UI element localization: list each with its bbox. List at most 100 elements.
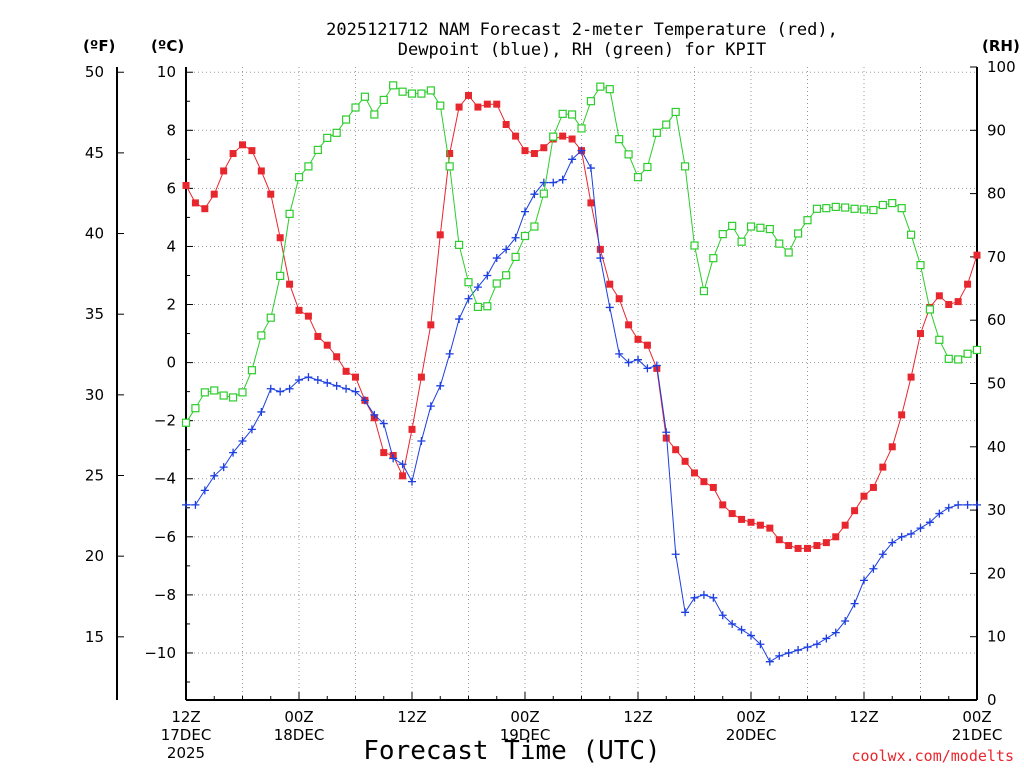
rh-point — [831, 202, 840, 211]
celsius-tick-label: 6 — [166, 179, 176, 197]
rh-point — [897, 204, 906, 213]
temperature-point — [493, 100, 501, 108]
temperature-point — [276, 234, 284, 242]
fahrenheit-tick-label: 35 — [85, 305, 104, 323]
dewpoint-point — [229, 448, 238, 457]
dewpoint-point — [765, 657, 774, 666]
rh-point — [445, 162, 454, 171]
rh-point — [709, 254, 718, 263]
temperature-point — [257, 167, 265, 175]
dewpoint-point — [737, 625, 746, 634]
fahrenheit-tick-label: 50 — [85, 63, 104, 81]
dewpoint-point — [247, 425, 256, 434]
temperature-point — [483, 100, 491, 108]
temperature-point — [766, 524, 774, 532]
dewpoint-point — [304, 373, 313, 382]
dewpoint-point — [238, 436, 247, 445]
rh-point — [285, 209, 294, 218]
dewpoint-point — [888, 538, 897, 547]
dewpoint-point — [266, 384, 275, 393]
rh-point — [294, 173, 304, 182]
dewpoint-point — [794, 646, 803, 655]
temperature-point — [634, 335, 642, 343]
temperature-point — [785, 542, 793, 550]
dewpoint-point — [812, 640, 821, 649]
temperature-point — [201, 205, 209, 213]
rh-tick-label: 90 — [987, 121, 1006, 139]
fahrenheit-unit-label: (ºF) — [83, 37, 115, 55]
temperature-point — [898, 411, 906, 419]
temperature-point — [719, 501, 727, 509]
rh-point — [436, 101, 445, 110]
x-tick-label: 18DEC — [274, 726, 325, 744]
rh-point — [869, 205, 878, 215]
temperature-point — [917, 330, 924, 338]
temperature-point — [267, 190, 275, 198]
rh-point — [775, 239, 784, 248]
temperature-point — [945, 301, 953, 309]
rh-point — [181, 418, 191, 427]
dewpoint-point — [313, 376, 322, 385]
x-tick-label: 20DEC — [726, 726, 777, 744]
rh-point — [812, 204, 822, 213]
series-temperature — [182, 91, 981, 552]
temperature-point — [521, 147, 529, 155]
rh-point — [878, 200, 887, 210]
temperature-point — [700, 478, 708, 486]
rh-point — [728, 221, 737, 230]
dewpoint-point — [502, 245, 511, 254]
temperature-point — [869, 483, 877, 491]
dewpoint-point — [662, 428, 671, 437]
rh-tick-label: 0 — [987, 691, 997, 709]
rh-point — [803, 216, 812, 225]
dewpoint-point — [492, 254, 501, 263]
x-tick-label: 21DEC — [952, 726, 1003, 744]
fahrenheit-tick-label: 30 — [85, 386, 104, 404]
temperature-point — [446, 150, 454, 158]
rh-point — [511, 252, 520, 261]
temperature-point — [530, 150, 538, 158]
rh-point — [502, 271, 511, 280]
temperature-point — [888, 443, 896, 451]
rh-point — [370, 110, 379, 119]
dewpoint-point — [539, 178, 548, 187]
dewpoint-point — [944, 503, 953, 512]
rh-point — [473, 302, 483, 312]
x-tick-label: 12Z — [849, 708, 878, 726]
dewpoint-point — [775, 651, 784, 660]
dewpoint-point — [568, 155, 577, 164]
rh-point — [332, 128, 341, 137]
dewpoint-point — [219, 463, 228, 472]
rh-point — [643, 162, 652, 172]
dewpoint-point — [907, 529, 916, 538]
dewpoint-point — [925, 518, 934, 527]
x-tick-label: 00Z — [736, 708, 765, 726]
rh-point — [624, 150, 633, 159]
temperature-point — [841, 521, 849, 529]
rh-point — [351, 103, 360, 112]
rh-point — [963, 349, 972, 358]
rh-point — [379, 95, 388, 105]
x-tick-label: 17DEC — [161, 726, 212, 744]
rh-point — [841, 203, 850, 212]
temperature-point — [643, 341, 651, 349]
temperature-point — [832, 533, 840, 541]
x-axis-label: Forecast Time (UTC) — [363, 736, 660, 766]
dewpoint-point — [681, 608, 690, 617]
celsius-tick-label: 10 — [157, 63, 176, 81]
rh-point — [916, 261, 925, 270]
temperature-point — [568, 135, 576, 143]
dewpoint-point — [455, 315, 464, 324]
rh-point — [822, 204, 831, 213]
dewpoint-point — [718, 611, 727, 620]
temperature-point — [239, 141, 246, 149]
rh-tick-label: 60 — [987, 311, 1006, 329]
series-layer — [181, 81, 982, 666]
dewpoint-point — [436, 381, 445, 390]
temperature-point — [295, 306, 303, 314]
axes: 1086420−2−4−6−8−105045403530252015100908… — [85, 58, 1016, 762]
temperature-point — [606, 280, 614, 288]
temperature-point — [728, 510, 736, 518]
rh-point — [483, 302, 492, 311]
